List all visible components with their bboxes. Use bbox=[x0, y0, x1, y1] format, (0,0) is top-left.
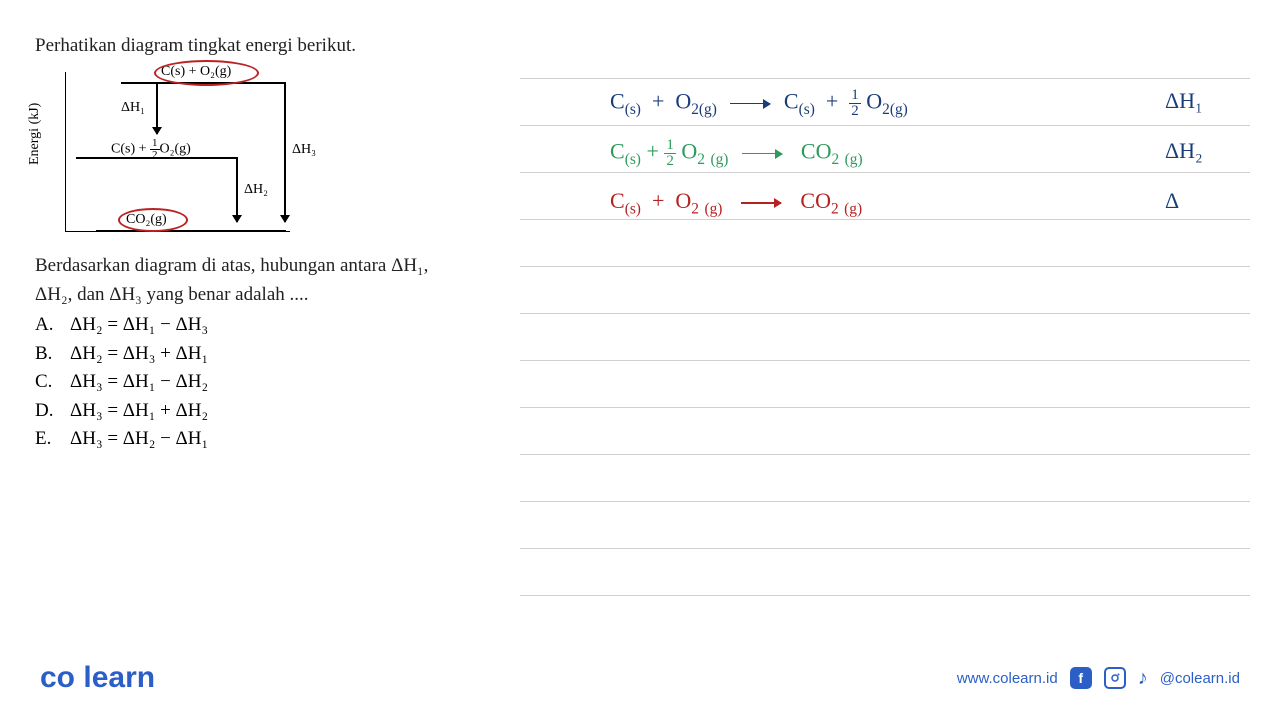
question-line2: ΔH₂, dan ΔH₃ yang benar adalah .... bbox=[35, 281, 555, 310]
footer-right: www.colearn.id f ♪ @colearn.id bbox=[957, 667, 1240, 690]
question-text: Berdasarkan diagram di atas, hubungan an… bbox=[35, 252, 555, 309]
question-title: Perhatikan diagram tingkat energi beriku… bbox=[35, 35, 555, 57]
hw-eq3: C(s) + O2 (g) CO2 (g) bbox=[610, 188, 862, 218]
dh1-label: ΔH₁ bbox=[121, 100, 145, 116]
highlight-circle-bot bbox=[118, 208, 188, 232]
choice-c[interactable]: C.ΔH₃ = ΔH₁ − ΔH₂ bbox=[35, 368, 555, 397]
energy-level-bot bbox=[96, 230, 286, 232]
highlight-circle-top bbox=[154, 60, 259, 86]
energy-diagram: Energi (kJ) C(s) + O₂(g) C(s) + 12O₂(g) … bbox=[50, 72, 290, 242]
dh3-label: ΔH₃ bbox=[292, 142, 316, 158]
choice-e[interactable]: E.ΔH₃ = ΔH₂ − ΔH₁ bbox=[35, 425, 555, 454]
arrow-dh3 bbox=[284, 82, 286, 222]
level-mid-label: C(s) + 12O₂(g) bbox=[111, 138, 191, 161]
dh2-label: ΔH₂ bbox=[244, 182, 268, 198]
question-panel: Perhatikan diagram tingkat energi beriku… bbox=[35, 35, 555, 454]
arrow-dh1 bbox=[156, 82, 158, 134]
choice-d[interactable]: D.ΔH₃ = ΔH₁ + ΔH₂ bbox=[35, 397, 555, 426]
hw-eq3-dh: Δ bbox=[1165, 188, 1179, 214]
hw-eq2: C(s) + 12 O2 (g) CO2 (g) bbox=[610, 138, 863, 169]
hw-eq1: C(s) + O2(g) C(s) + 12 O2(g) bbox=[610, 88, 908, 119]
tiktok-icon[interactable]: ♪ bbox=[1138, 667, 1148, 690]
question-line1: Berdasarkan diagram di atas, hubungan an… bbox=[35, 252, 555, 281]
arrow-dh2 bbox=[236, 157, 238, 222]
choice-b[interactable]: B.ΔH₂ = ΔH₃ + ΔH₁ bbox=[35, 340, 555, 369]
instagram-icon[interactable] bbox=[1104, 667, 1126, 689]
choice-a[interactable]: A.ΔH₂ = ΔH₁ − ΔH₃ bbox=[35, 311, 555, 340]
diagram-frame: C(s) + O₂(g) C(s) + 12O₂(g) CO₂(g) ΔH₁ Δ… bbox=[65, 72, 290, 232]
answer-choices: A.ΔH₂ = ΔH₁ − ΔH₃ B.ΔH₂ = ΔH₃ + ΔH₁ C.ΔH… bbox=[35, 311, 555, 454]
hw-eq1-dh: ΔH₁ bbox=[1165, 88, 1203, 114]
logo: co learn bbox=[40, 661, 155, 695]
y-axis-label: Energi (kJ) bbox=[27, 103, 43, 165]
footer-handle[interactable]: @colearn.id bbox=[1160, 670, 1240, 687]
facebook-icon[interactable]: f bbox=[1070, 667, 1092, 689]
hw-eq2-dh: ΔH₂ bbox=[1165, 138, 1203, 164]
footer-url[interactable]: www.colearn.id bbox=[957, 670, 1058, 687]
footer: co learn www.colearn.id f ♪ @colearn.id bbox=[0, 661, 1280, 695]
